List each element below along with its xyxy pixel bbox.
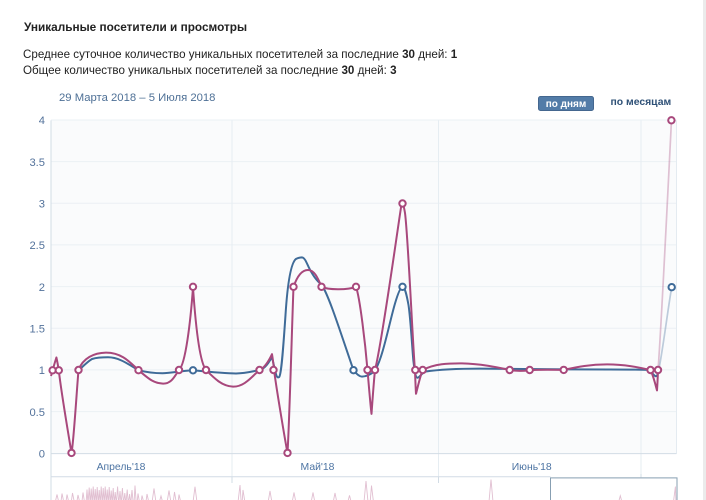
svg-text:1.5: 1.5	[29, 323, 45, 335]
svg-text:Май'18: Май'18	[301, 462, 335, 473]
svg-text:2: 2	[39, 282, 45, 294]
svg-text:4: 4	[39, 115, 45, 127]
svg-text:0.5: 0.5	[29, 407, 45, 419]
svg-text:0: 0	[39, 448, 45, 460]
svg-text:1: 1	[39, 365, 45, 377]
svg-text:3.5: 3.5	[29, 157, 45, 169]
svg-text:3: 3	[39, 199, 45, 211]
svg-text:Апрель'18: Апрель'18	[97, 462, 146, 473]
svg-text:2.5: 2.5	[29, 240, 45, 252]
svg-text:Июнь'18: Июнь'18	[512, 462, 552, 473]
